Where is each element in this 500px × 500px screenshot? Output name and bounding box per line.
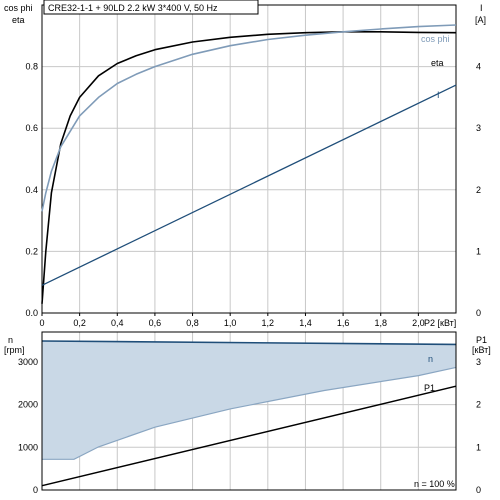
top-x-axis-label: P2 [кВт] — [424, 318, 456, 328]
series-line-eta — [41, 30, 457, 304]
series-label-n: n — [428, 354, 433, 364]
top-plot-frame — [41, 4, 457, 314]
top-x-tick-label: 0,8 — [186, 318, 199, 328]
top-x-tick-label: 2,0 — [412, 318, 425, 328]
top-left-axis-label-2: eta — [12, 15, 25, 25]
bottom-right-tick-label: 2 — [476, 400, 481, 410]
top-right-tick-label: 0 — [476, 308, 481, 318]
top-x-tick-label: 0,6 — [149, 318, 162, 328]
bottom-left-tick-label: 2000 — [18, 400, 38, 410]
top-right-axis-label-1: I — [480, 3, 483, 13]
top-x-tick-label: 1,6 — [337, 318, 350, 328]
series-label-p1: P1 — [424, 383, 435, 393]
bottom-left-tick-label: 1000 — [18, 442, 38, 452]
series-label-cos-phi: cos phi — [421, 34, 450, 44]
top-x-tick-label: 0,2 — [73, 318, 86, 328]
bottom-plot-frame — [41, 331, 457, 491]
series-label-eta: eta — [431, 58, 444, 68]
bottom-right-tick-label: 3 — [476, 357, 481, 367]
title-box — [43, 0, 259, 15]
top-x-tick-label: 0 — [39, 318, 44, 328]
bottom-right-axis-label-1: P1 — [476, 335, 487, 345]
bottom-left-axis-label-1: n — [8, 335, 13, 345]
series-line-n-min — [42, 366, 457, 460]
top-grid — [41, 5, 456, 314]
series-line-cos-phi — [41, 24, 457, 212]
bottom-left-tick-label: 0 — [33, 485, 38, 495]
bottom-left-tick-labels: 0 1000 2000 3000 — [18, 357, 38, 495]
top-right-tick-label: 2 — [476, 185, 481, 195]
efficiency-chart: 0 0,2 0,4 0,6 0,8 1,0 1,2 1,4 1,6 1,8 2,0 0.00.20.… — [4, 0, 486, 328]
series-line-i — [41, 84, 457, 286]
top-right-axis-label-2: [A] — [475, 15, 486, 25]
bottom-right-tick-labels: 0 1 2 3 — [476, 357, 481, 495]
chart-title: CRE32-1-1 + 90LD 2.2 kW 3*400 V, 50 Hz — [48, 3, 218, 13]
series-line-n — [41, 340, 457, 346]
top-left-axis-label-1: cos phi — [4, 3, 33, 13]
bottom-series — [41, 340, 457, 487]
top-left-tick-label: 0.6 — [25, 123, 38, 133]
top-right-tick-labels: 0 1 2 3 4 — [476, 62, 481, 318]
top-left-tick-label: 0.2 — [25, 246, 38, 256]
top-x-tick-label: 1,8 — [374, 318, 387, 328]
top-x-tick-label: 1,2 — [262, 318, 275, 328]
top-right-tick-label: 1 — [476, 246, 481, 256]
series-label-i: I — [437, 90, 440, 100]
speed-power-chart: 0 1000 2000 3000 0 1 2 3 n [rpm] P1 [кВт] n P1… — [4, 331, 491, 495]
top-left-tick-label: 0.8 — [25, 62, 38, 72]
bottom-right-tick-label: 0 — [476, 485, 481, 495]
top-right-tick-label: 3 — [476, 123, 481, 133]
top-x-tick-label: 1,0 — [224, 318, 237, 328]
top-right-tick-label: 4 — [476, 62, 481, 72]
top-x-tick-label: 1,4 — [299, 318, 312, 328]
top-x-tick-label: 0,4 — [111, 318, 124, 328]
top-series — [41, 24, 457, 304]
bottom-right-tick-label: 1 — [476, 442, 481, 452]
top-left-tick-labels: 0.0 0.2 0.4 0.6 0.8 — [25, 62, 38, 318]
speed-note: n = 100 % — [414, 479, 455, 489]
top-left-tick-label: 0.4 — [25, 185, 38, 195]
top-left-tick-label: 0.0 — [25, 308, 38, 318]
speed-range-area — [42, 341, 456, 460]
series-line-p1 — [41, 385, 457, 487]
bottom-left-tick-label: 3000 — [18, 357, 38, 367]
bottom-left-axis-label-2: [rpm] — [4, 345, 25, 355]
top-x-tick-labels: 0 0,2 0,4 0,6 0,8 1,0 1,2 1,4 1,6 1,8 2,0 — [39, 313, 425, 328]
bottom-right-axis-label-2: [кВт] — [472, 345, 491, 355]
